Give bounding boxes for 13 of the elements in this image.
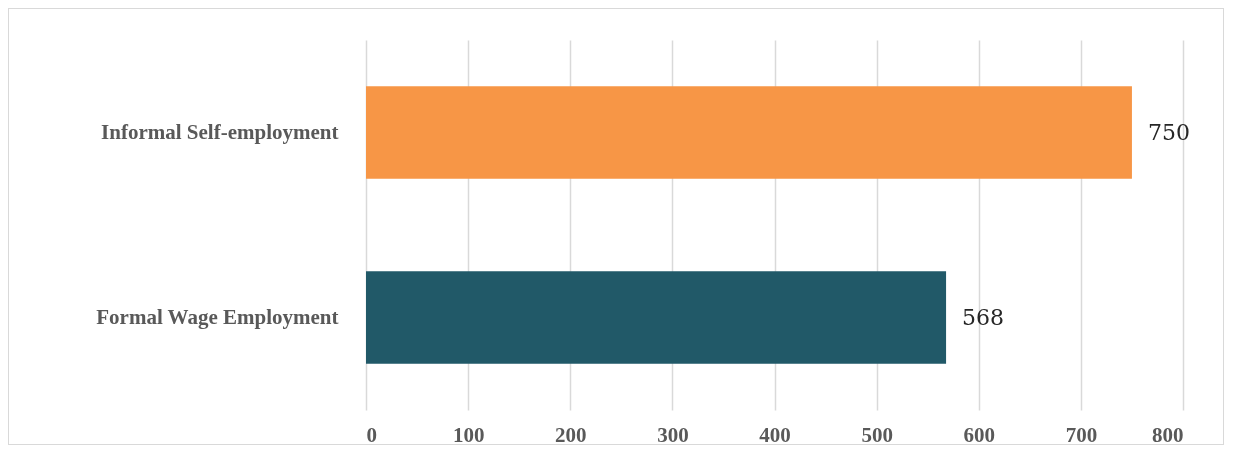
y-tick-label: Formal Wage Employment xyxy=(96,304,339,329)
data-label: 568 xyxy=(962,304,1005,330)
data-label: 750 xyxy=(1147,119,1190,145)
x-tick-label: 300 xyxy=(657,422,689,447)
x-tick-label: 400 xyxy=(759,422,791,447)
x-tick-label: 200 xyxy=(555,422,587,447)
x-tick-label: 100 xyxy=(452,422,485,447)
x-tick-label: 700 xyxy=(1065,422,1098,447)
x-tick-label: 500 xyxy=(861,422,893,447)
x-tick-label: 800 xyxy=(1152,422,1184,447)
x-tick-label: 600 xyxy=(963,422,995,447)
x-tick-label: 0 xyxy=(366,422,377,447)
y-tick-label: Informal Self-employment xyxy=(101,119,339,144)
